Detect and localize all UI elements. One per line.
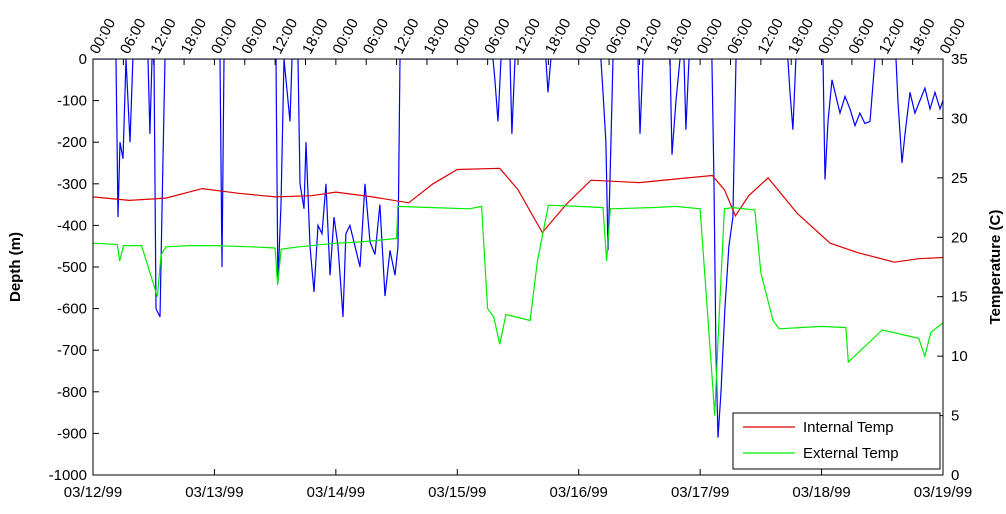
x2-tick-label: 18:00 bbox=[785, 16, 818, 57]
x2-tick-label: 18:00 bbox=[299, 16, 332, 57]
legend-label: External Temp bbox=[803, 445, 899, 462]
y-tick-label: -900 bbox=[57, 425, 87, 442]
y-tick-label: -600 bbox=[57, 301, 87, 318]
x2-tick-label: 06:00 bbox=[724, 16, 757, 57]
x2-tick-label: 06:00 bbox=[238, 16, 271, 57]
x2-tick-label: 12:00 bbox=[512, 16, 545, 57]
x2-tick-label: 12:00 bbox=[147, 16, 180, 57]
series-line bbox=[93, 204, 943, 416]
series-line bbox=[93, 167, 943, 263]
y-tick-label: -1000 bbox=[49, 467, 87, 484]
x-tick-label: 03/16/99 bbox=[550, 484, 608, 501]
y-tick-label: 0 bbox=[79, 51, 87, 68]
legend-box bbox=[732, 412, 941, 470]
x2-tick-label: 18:00 bbox=[663, 16, 696, 57]
x2-tick-label: 00:00 bbox=[451, 16, 484, 57]
series-line bbox=[93, 59, 943, 438]
x-tick-label: 03/12/99 bbox=[64, 484, 122, 501]
y-tick-label: -300 bbox=[57, 176, 87, 193]
y-tick-label: -200 bbox=[57, 134, 87, 151]
y-tick-label: -800 bbox=[57, 384, 87, 401]
x2-tick-label: 00:00 bbox=[87, 16, 120, 57]
y2-tick-label: 5 bbox=[951, 408, 959, 425]
x2-tick-label: 12:00 bbox=[633, 16, 666, 57]
legend-label: Internal Temp bbox=[803, 419, 894, 436]
y2-axis-label: Temperature (C) bbox=[987, 210, 1004, 325]
x2-tick-label: 06:00 bbox=[481, 16, 514, 57]
y-axis-label: Depth (m) bbox=[7, 232, 24, 302]
x2-tick-label: 06:00 bbox=[360, 16, 393, 57]
x2-tick-label: 18:00 bbox=[420, 16, 453, 57]
y-tick-label: -100 bbox=[57, 93, 87, 110]
y2-tick-label: 20 bbox=[951, 229, 968, 246]
x2-tick-label: 12:00 bbox=[754, 16, 787, 57]
x-tick-label: 03/15/99 bbox=[428, 484, 486, 501]
x2-tick-label: 12:00 bbox=[876, 16, 909, 57]
x2-tick-label: 12:00 bbox=[390, 16, 423, 57]
x2-tick-label: 00:00 bbox=[329, 16, 362, 57]
y-tick-label: -500 bbox=[57, 259, 87, 276]
y2-tick-label: 15 bbox=[951, 289, 968, 306]
x2-tick-label: 06:00 bbox=[603, 16, 636, 57]
x2-tick-label: 00:00 bbox=[694, 16, 727, 57]
x2-tick-label: 00:00 bbox=[208, 16, 241, 57]
x-tick-label: 03/13/99 bbox=[185, 484, 243, 501]
y2-tick-label: 25 bbox=[951, 170, 968, 187]
x2-tick-label: 00:00 bbox=[815, 16, 848, 57]
y2-tick-label: 0 bbox=[951, 467, 959, 484]
y2-tick-label: 35 bbox=[951, 51, 968, 68]
y2-tick-label: 30 bbox=[951, 110, 968, 127]
x2-tick-label: 12:00 bbox=[269, 16, 302, 57]
x-tick-label: 03/17/99 bbox=[671, 484, 729, 501]
y-tick-label: -400 bbox=[57, 217, 87, 234]
x2-tick-label: 18:00 bbox=[542, 16, 575, 57]
x2-tick-label: 18:00 bbox=[178, 16, 211, 57]
y2-tick-label: 10 bbox=[951, 348, 968, 365]
x2-tick-label: 06:00 bbox=[117, 16, 150, 57]
x2-tick-label: 18:00 bbox=[906, 16, 939, 57]
x2-tick-label: 00:00 bbox=[572, 16, 605, 57]
y-tick-label: -700 bbox=[57, 342, 87, 359]
x-tick-label: 03/19/99 bbox=[914, 484, 972, 501]
x-tick-label: 03/18/99 bbox=[792, 484, 850, 501]
x-tick-label: 03/14/99 bbox=[307, 484, 365, 501]
x2-tick-label: 06:00 bbox=[845, 16, 878, 57]
